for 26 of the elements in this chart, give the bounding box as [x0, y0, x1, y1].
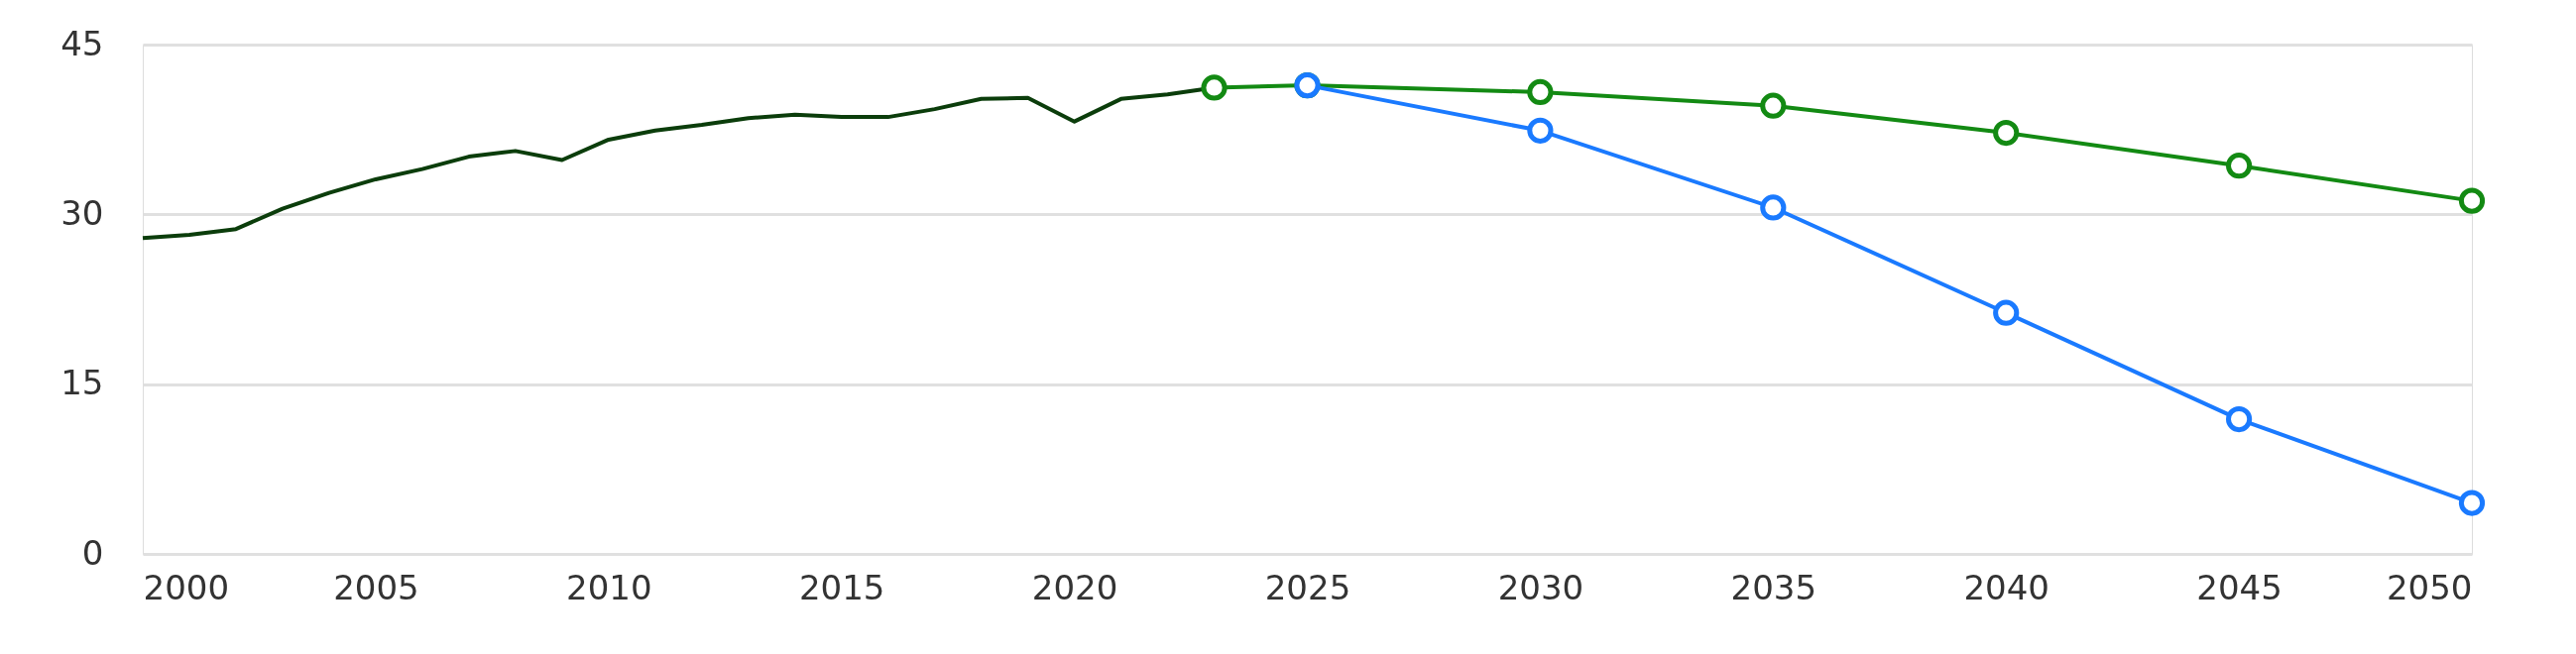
x-tick-label: 2015 [798, 567, 885, 607]
x-tick-label: 2020 [1031, 567, 1118, 607]
x-tick-label: 2025 [1264, 567, 1351, 607]
y-tick-label: 45 [60, 23, 104, 63]
y-tick-label: 15 [60, 363, 104, 403]
point [1760, 194, 1787, 221]
point [1201, 74, 1228, 101]
point [2458, 187, 2486, 214]
point [1993, 120, 2020, 147]
point [2458, 490, 2486, 516]
point [2225, 153, 2253, 179]
x-tick-label: 2040 [1963, 567, 2049, 607]
y-tick-label: 0 [81, 532, 104, 573]
x-tick-label: 2010 [566, 567, 652, 607]
x-tick-label: 2050 [2386, 567, 2473, 607]
x-tick-label: 2005 [333, 567, 419, 607]
x-tick-label: 2035 [1730, 567, 1817, 607]
point [1993, 299, 2020, 326]
y-tick-label: 30 [60, 192, 104, 233]
point [2225, 405, 2253, 433]
point [1527, 117, 1554, 144]
point [1527, 78, 1554, 106]
x-tick-label: 2045 [2196, 567, 2283, 607]
x-tick-label: 2030 [1497, 567, 1584, 607]
x-tick-label: 2000 [143, 567, 230, 607]
point [1760, 92, 1787, 119]
